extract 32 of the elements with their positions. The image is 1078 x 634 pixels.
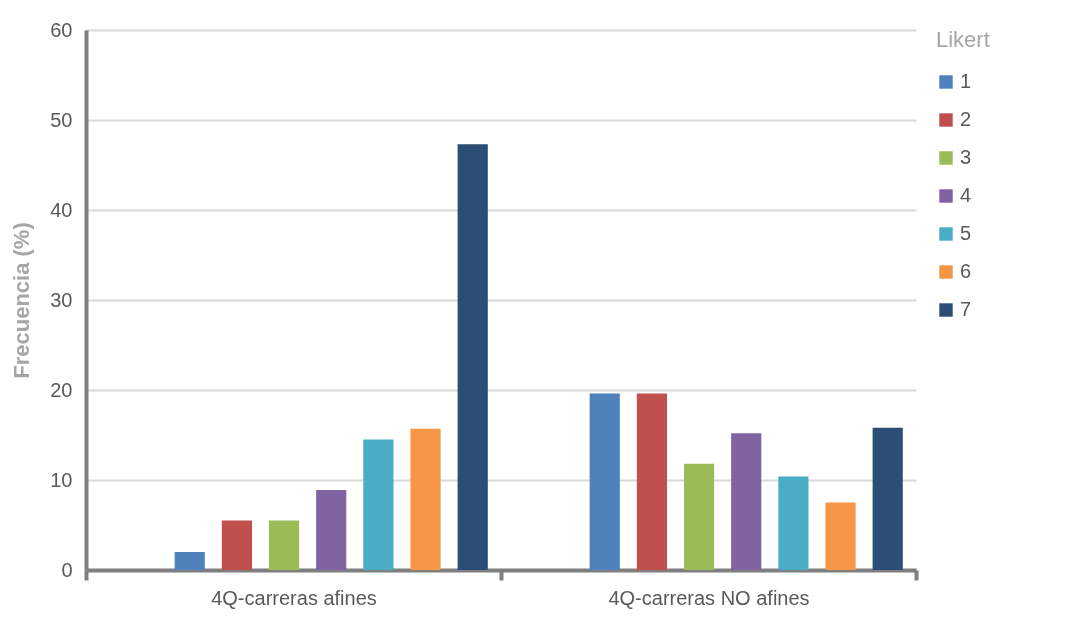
bar: [363, 439, 394, 570]
bar: [872, 427, 903, 570]
y-tick-label: 30: [50, 288, 73, 311]
x-tick-label: 4Q-carreras afines: [211, 586, 377, 609]
y-tick-label: 0: [61, 558, 73, 581]
bar: [778, 476, 809, 570]
bar: [683, 463, 715, 570]
legend-title: Likert: [936, 27, 990, 52]
legend-label: 6: [960, 260, 972, 282]
bar: [825, 502, 856, 570]
legend-label: 3: [960, 146, 972, 168]
y-tick-label: 40: [50, 198, 73, 221]
bar: [731, 433, 762, 570]
y-tick-label: 60: [50, 18, 73, 41]
y-tick-label: 20: [50, 378, 73, 401]
legend-label: 5: [960, 222, 972, 244]
bar: [636, 393, 667, 570]
bar: [268, 520, 300, 570]
legend-label: 2: [960, 108, 972, 130]
bar: [457, 144, 488, 570]
bar: [316, 489, 347, 570]
legend-label: 7: [960, 298, 972, 320]
x-tick-label: 4Q-carreras NO afines: [608, 586, 810, 609]
legend-label: 1: [960, 70, 972, 92]
bar: [221, 520, 252, 570]
legend-label: 4: [960, 184, 972, 206]
y-axis-title: Frecuencia (%): [9, 222, 35, 379]
bar: [174, 552, 205, 570]
y-tick-label: 10: [50, 468, 73, 491]
y-tick-label: 50: [50, 108, 73, 131]
bar: [410, 428, 441, 570]
bar: [589, 393, 620, 570]
